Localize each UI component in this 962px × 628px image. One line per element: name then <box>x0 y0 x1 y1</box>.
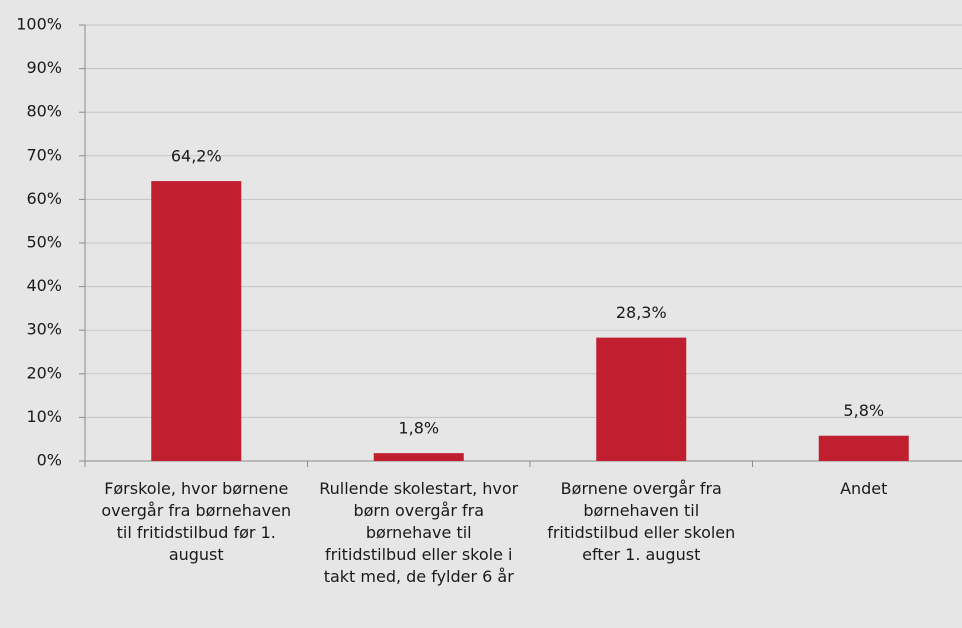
y-tick-label: 90% <box>26 58 62 77</box>
y-tick-label: 40% <box>26 276 62 295</box>
data-label: 64,2% <box>171 147 222 166</box>
bar <box>373 453 464 461</box>
data-label: 28,3% <box>616 303 667 322</box>
bar <box>596 337 687 461</box>
y-tick-label: 10% <box>26 407 62 426</box>
x-tick-label: Børnene overgår fra børnehaven til friti… <box>547 479 736 564</box>
x-tick-label: Rullende skolestart, hvor børn overgår f… <box>319 479 519 586</box>
y-tick-label: 50% <box>26 233 62 252</box>
y-tick-label: 100% <box>16 15 62 34</box>
y-tick-label: 60% <box>26 189 62 208</box>
y-tick-label: 20% <box>26 363 62 382</box>
bar <box>818 435 909 461</box>
data-label: 1,8% <box>398 419 439 438</box>
x-tick-label: Førskole, hvor børnene overgår fra børne… <box>101 479 292 564</box>
y-tick-label: 30% <box>26 320 62 339</box>
y-tick-label: 70% <box>26 145 62 164</box>
y-tick-label: 80% <box>26 102 62 121</box>
x-tick-label: Andet <box>840 479 888 498</box>
bar <box>151 181 242 461</box>
y-tick-label: 0% <box>37 451 62 470</box>
data-label: 5,8% <box>843 401 884 420</box>
